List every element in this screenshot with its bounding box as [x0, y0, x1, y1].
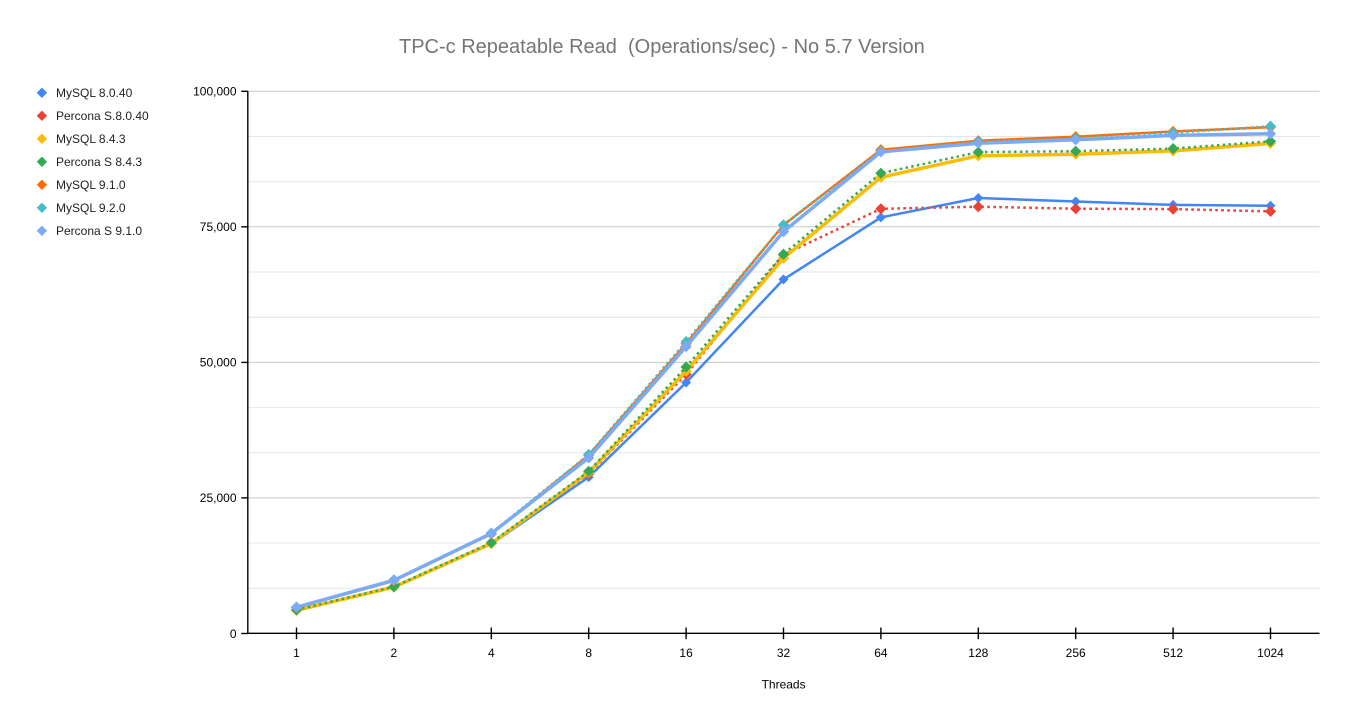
svg-text:100,000: 100,000 — [193, 85, 237, 99]
svg-text:TPC-c Repeatable Read (Operat: TPC-c Repeatable Read (Operations/sec) -… — [399, 36, 925, 58]
svg-text:Threads: Threads — [762, 678, 806, 692]
svg-text:1: 1 — [293, 646, 300, 660]
svg-text:64: 64 — [874, 646, 888, 660]
svg-text:2: 2 — [391, 646, 398, 660]
svg-text:MySQL 9.1.0: MySQL 9.1.0 — [56, 178, 126, 192]
svg-text:Percona S 8.4.3: Percona S 8.4.3 — [56, 155, 142, 169]
svg-text:25,000: 25,000 — [200, 491, 237, 505]
svg-text:8: 8 — [585, 646, 592, 660]
svg-text:0: 0 — [230, 627, 237, 641]
svg-text:512: 512 — [1163, 646, 1183, 660]
svg-text:Percona S 9.1.0: Percona S 9.1.0 — [56, 224, 142, 238]
svg-text:MySQL 8.4.3: MySQL 8.4.3 — [56, 132, 126, 146]
svg-text:4: 4 — [488, 646, 495, 660]
svg-text:256: 256 — [1066, 646, 1086, 660]
svg-text:50,000: 50,000 — [200, 356, 237, 370]
svg-text:Percona S.8.0.40: Percona S.8.0.40 — [56, 109, 149, 123]
svg-text:128: 128 — [968, 646, 988, 660]
svg-text:75,000: 75,000 — [200, 220, 237, 234]
svg-text:MySQL 8.0.40: MySQL 8.0.40 — [56, 86, 133, 100]
svg-text:16: 16 — [679, 646, 693, 660]
svg-text:MySQL 9.2.0: MySQL 9.2.0 — [56, 201, 126, 215]
svg-text:1024: 1024 — [1257, 646, 1284, 660]
svg-text:32: 32 — [777, 646, 791, 660]
